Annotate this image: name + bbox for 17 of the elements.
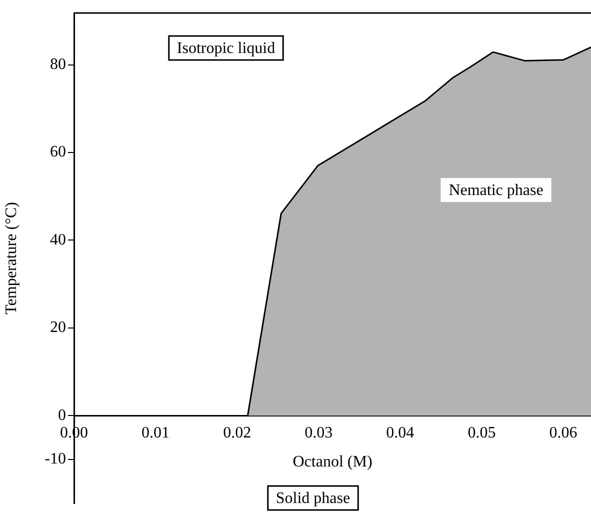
y-axis-title: Temperature (°C): [2, 202, 20, 314]
annotation: Nematic phase: [448, 182, 544, 200]
x-tick-label: 0.04: [386, 424, 414, 442]
y-tick-label: 40: [50, 231, 66, 248]
x-tick-label: 0.03: [304, 424, 333, 442]
x-axis-title: Octanol (M): [292, 454, 372, 471]
annotation: Isotropic liquid: [176, 40, 276, 58]
y-tick-label: -10: [44, 450, 66, 468]
y-tick-label: 60: [50, 144, 66, 161]
y-tick-label: 80: [50, 56, 66, 73]
x-tick-label: 0.06: [549, 424, 578, 442]
annotation: Solid phase: [276, 490, 350, 508]
x-tick-label: 0.02: [223, 424, 252, 442]
x-tick-label: 0.01: [142, 424, 170, 442]
y-tick-label: 20: [50, 319, 66, 336]
y-tick-label: 0: [58, 406, 66, 424]
x-tick-label: 0.05: [468, 424, 496, 442]
